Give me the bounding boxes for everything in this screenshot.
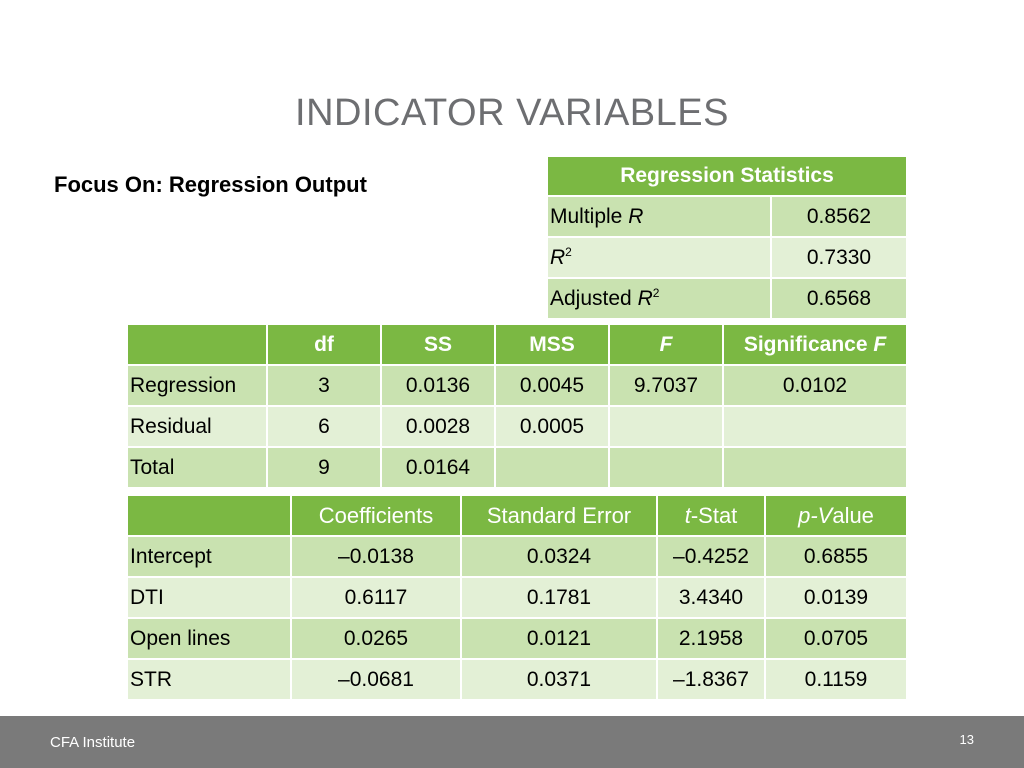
row-label: Open lines — [126, 617, 292, 660]
cell-p-value: 0.1159 — [764, 658, 908, 701]
cell-coefficient: –0.0138 — [290, 535, 462, 578]
cell-coefficient: –0.0681 — [290, 658, 462, 701]
cell-ss: 0.0028 — [380, 405, 496, 448]
cell-standard-error: 0.0324 — [460, 535, 658, 578]
anova-header-ss: SS — [380, 323, 496, 366]
coef-header-standard-error: Standard Error — [460, 494, 658, 537]
cell-significance — [722, 405, 908, 448]
anova-header-f: F — [608, 323, 724, 366]
cell-coefficient: 0.0265 — [290, 617, 462, 660]
table-row: Total 9 0.0164 — [126, 446, 908, 489]
coef-header-t-stat: t-Stat — [656, 494, 766, 537]
table-row: DTI 0.6117 0.1781 3.4340 0.0139 — [126, 576, 908, 619]
subheading: Focus On: Regression Output — [54, 172, 367, 197]
table-header-row: Coefficients Standard Error t-Stat p-Val… — [126, 494, 908, 537]
row-label: Residual — [126, 405, 268, 448]
anova-header-significance: Significance F — [722, 323, 908, 366]
cell-p-value: 0.6855 — [764, 535, 908, 578]
anova-header-mss: MSS — [494, 323, 610, 366]
cell-ss: 0.0164 — [380, 446, 496, 489]
anova-header-blank — [126, 323, 268, 366]
table-row: R2 0.7330 — [546, 236, 908, 279]
cell-standard-error: 0.0371 — [460, 658, 658, 701]
stat-label: R2 — [546, 236, 772, 279]
table-row: Adjusted R2 0.6568 — [546, 277, 908, 320]
row-label: DTI — [126, 576, 292, 619]
cell-mss — [494, 446, 610, 489]
cell-significance: 0.0102 — [722, 364, 908, 407]
cell-df: 9 — [266, 446, 382, 489]
footer-brand: CFA Institute — [50, 734, 136, 751]
table-row: Intercept –0.0138 0.0324 –0.4252 0.6855 — [126, 535, 908, 578]
table-header-row: df SS MSS F Significance F — [126, 323, 908, 366]
table-row: STR –0.0681 0.0371 –1.8367 0.1159 — [126, 658, 908, 701]
cell-f: 9.7037 — [608, 364, 724, 407]
table-row: Multiple R 0.8562 — [546, 195, 908, 238]
cell-f — [608, 405, 724, 448]
stat-label: Multiple R — [546, 195, 772, 238]
row-label: Total — [126, 446, 268, 489]
anova-header-df: df — [266, 323, 382, 366]
cell-significance — [722, 446, 908, 489]
cell-coefficient: 0.6117 — [290, 576, 462, 619]
cell-t-stat: 3.4340 — [656, 576, 766, 619]
cell-ss: 0.0136 — [380, 364, 496, 407]
page-number: 13 — [959, 732, 974, 747]
cell-standard-error: 0.1781 — [460, 576, 658, 619]
cell-p-value: 0.0139 — [764, 576, 908, 619]
cell-df: 3 — [266, 364, 382, 407]
regression-statistics-table: Regression Statistics Multiple R 0.8562 … — [546, 155, 908, 320]
cell-p-value: 0.0705 — [764, 617, 908, 660]
regression-statistics-header: Regression Statistics — [546, 155, 908, 197]
cell-mss: 0.0005 — [494, 405, 610, 448]
cell-standard-error: 0.0121 — [460, 617, 658, 660]
cell-df: 6 — [266, 405, 382, 448]
row-label: STR — [126, 658, 292, 701]
table-row: Open lines 0.0265 0.0121 2.1958 0.0705 — [126, 617, 908, 660]
coef-header-coefficients: Coefficients — [290, 494, 462, 537]
coefficients-table: Coefficients Standard Error t-Stat p-Val… — [126, 494, 908, 701]
cell-mss: 0.0045 — [494, 364, 610, 407]
cell-t-stat: –1.8367 — [656, 658, 766, 701]
coef-header-p-value: p-Value — [764, 494, 908, 537]
cell-t-stat: –0.4252 — [656, 535, 766, 578]
row-label: Intercept — [126, 535, 292, 578]
stat-value: 0.8562 — [770, 195, 908, 238]
stat-label: Adjusted R2 — [546, 277, 772, 320]
table-row: Regression 3 0.0136 0.0045 9.7037 0.0102 — [126, 364, 908, 407]
footer-bar: CFA Institute 13 — [0, 716, 1024, 768]
stat-value: 0.6568 — [770, 277, 908, 320]
stat-value: 0.7330 — [770, 236, 908, 279]
anova-table: df SS MSS F Significance F Regression 3 … — [126, 323, 908, 489]
row-label: Regression — [126, 364, 268, 407]
cell-t-stat: 2.1958 — [656, 617, 766, 660]
slide-title: INDICATOR VARIABLES — [295, 92, 729, 134]
cell-f — [608, 446, 724, 489]
table-row: Residual 6 0.0028 0.0005 — [126, 405, 908, 448]
coef-header-blank — [126, 494, 292, 537]
